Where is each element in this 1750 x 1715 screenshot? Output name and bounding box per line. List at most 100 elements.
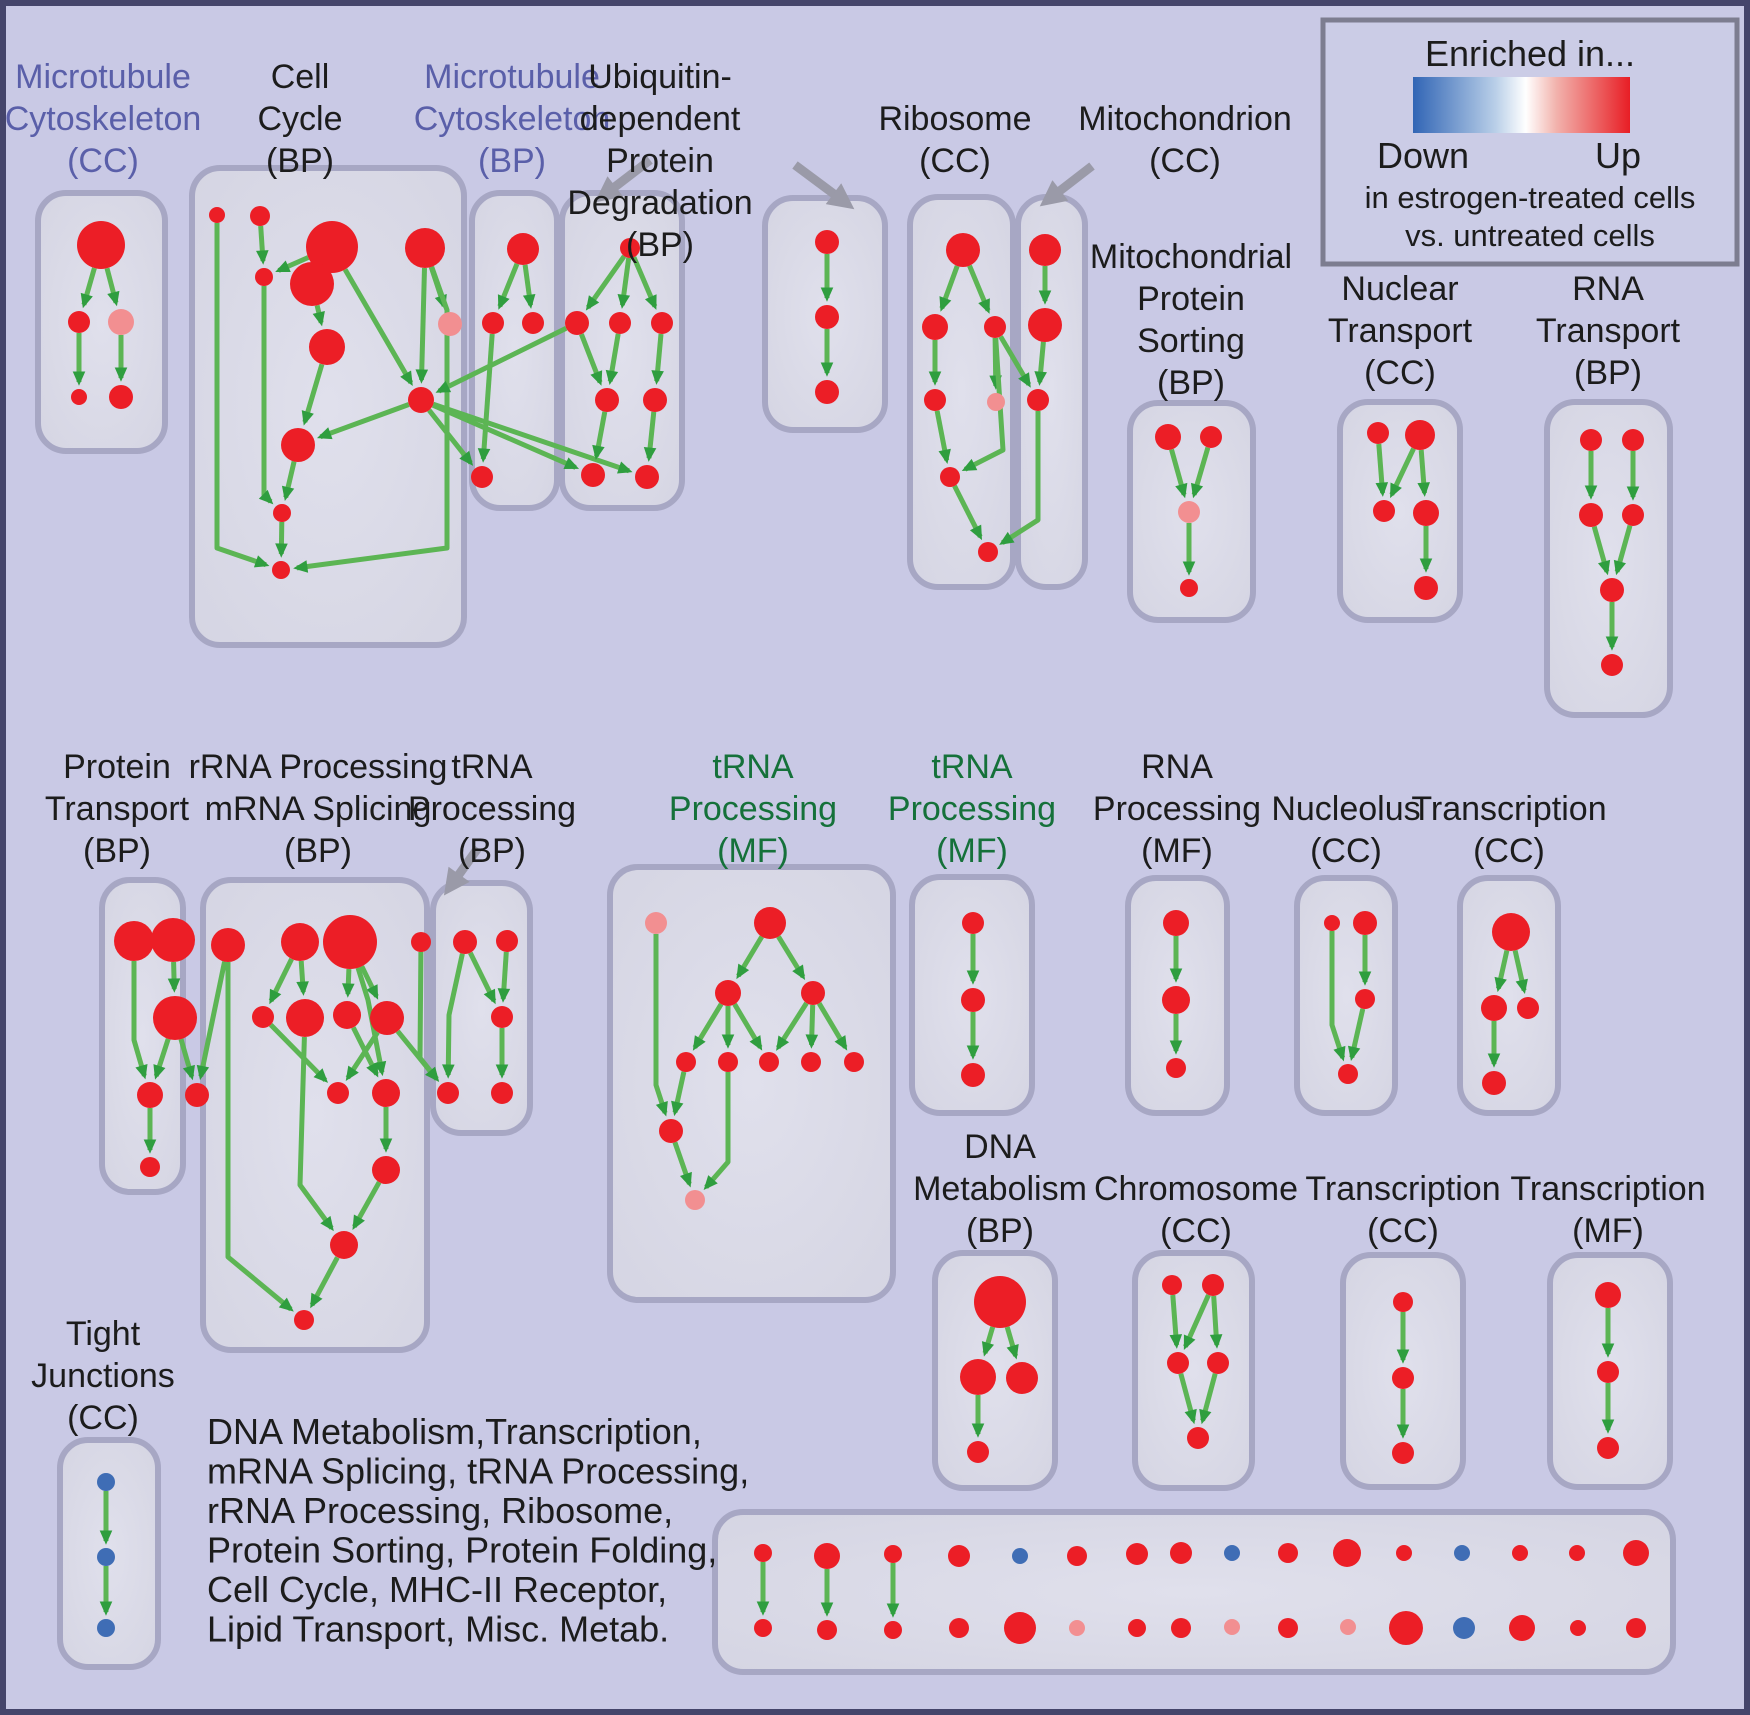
node-e1 (815, 230, 839, 254)
node-k2 (151, 918, 195, 962)
edge-b3-b5 (275, 255, 310, 273)
edge-d3-d5 (651, 333, 664, 385)
edge-d2-d4 (605, 333, 621, 385)
edge-b6-b7 (312, 304, 325, 327)
node-bb9 (1224, 1619, 1240, 1635)
node-l5 (252, 1006, 274, 1028)
annotation-line: mRNA Splicing, tRNA Processing, (207, 1451, 749, 1492)
node-bt12 (1396, 1545, 1412, 1561)
group-label-line: Junctions (31, 1357, 175, 1395)
node-b1 (209, 207, 225, 223)
group-label: Microtubule Cytoskeleton (CC) (5, 58, 202, 180)
node-h2 (1200, 426, 1222, 448)
node-m1 (1029, 234, 1061, 266)
legend-subtitle-2: vs. untreated cells (1405, 218, 1655, 253)
node-b2 (250, 206, 270, 226)
group-label-line: Processing (408, 790, 576, 828)
node-x2 (1392, 1367, 1414, 1389)
node-w2 (1202, 1274, 1224, 1296)
node-d7 (635, 465, 659, 489)
edge-b2-b5 (256, 225, 269, 265)
group-label-line: Microtubule (15, 58, 191, 96)
node-bt16 (1623, 1540, 1649, 1566)
group-label-line: (CC) (919, 142, 991, 180)
edge-w2-w4 (1209, 1295, 1223, 1349)
group-label-line: (MF) (717, 832, 789, 870)
node-s_b (1353, 911, 1377, 935)
group-label-line: (BP) (1157, 364, 1225, 402)
node-l12 (330, 1231, 358, 1259)
node-d3 (651, 312, 673, 334)
edge-p_ml-p_s1 (692, 1002, 724, 1051)
node-e3 (815, 380, 839, 404)
edge-p_big-p_ml (736, 935, 764, 980)
label-pointer-arrow-4 (443, 845, 482, 896)
edge-l3-l8 (359, 965, 379, 1000)
edge-l6-l12 (297, 1036, 334, 1232)
node-f1 (946, 233, 980, 267)
edge-k3-k5 (178, 1038, 195, 1081)
annotation-line: Cell Cycle, MHC-II Receptor, (207, 1569, 667, 1610)
group-label-line: (BP) (284, 832, 352, 870)
node-r2 (1162, 986, 1190, 1014)
edge-dt-d3 (631, 256, 658, 310)
edge-l1-l13 (225, 962, 294, 1312)
group-label-line: (BP) (626, 226, 694, 264)
group-label: Nucleolus (CC) (1271, 790, 1420, 870)
node-v2 (960, 1359, 996, 1395)
group-label: Nuclear Transport (CC) (1328, 270, 1473, 392)
node-bb7 (1128, 1619, 1146, 1637)
node-r1 (1163, 910, 1189, 936)
node-l10 (372, 1079, 400, 1107)
node-l7 (333, 1001, 361, 1029)
group-label-line: (BP) (966, 1212, 1034, 1250)
node-v1 (974, 1276, 1026, 1328)
edge-l5-l9 (268, 1023, 329, 1083)
edge-l3-l7 (342, 968, 355, 998)
node-p_mr (801, 981, 825, 1005)
group-label-line: (CC) (1367, 1212, 1439, 1250)
node-j4 (1622, 504, 1644, 526)
group-label-line: Nucleolus (1271, 790, 1420, 828)
group-label: Tight Junctions (CC) (31, 1315, 175, 1437)
group-label-line: RNA (1141, 748, 1213, 786)
node-f4 (924, 389, 946, 411)
node-p_ml (715, 980, 741, 1006)
node-l8 (370, 1001, 404, 1035)
node-p_s5 (844, 1052, 864, 1072)
edge-b9-d6 (431, 402, 580, 470)
node-bb16 (1626, 1618, 1646, 1638)
node-t_bl (437, 1082, 459, 1104)
edge-p_s2-p_bot (703, 1072, 731, 1191)
node-p_s1 (676, 1052, 696, 1072)
label-pointer-arrow-2 (792, 161, 855, 210)
node-p_pink (645, 912, 667, 934)
group-label-line: dependent (580, 100, 741, 138)
node-u4 (1482, 1071, 1506, 1095)
group-box-trna-mf-1 (607, 864, 896, 1303)
node-bt10 (1278, 1543, 1298, 1563)
group-label: Ubiquitin-dependent Protein Degradation (BP… (567, 58, 752, 264)
edge-a1-a3 (104, 267, 120, 307)
edge-i2-i3 (1389, 447, 1416, 499)
group-label-line: (BP) (83, 832, 151, 870)
edge-l12-l13 (309, 1256, 340, 1309)
node-bt9 (1224, 1545, 1240, 1561)
node-l4 (411, 932, 431, 952)
node-b8 (438, 312, 462, 336)
node-m3 (1027, 389, 1049, 411)
group-label-line: (CC) (67, 142, 139, 180)
node-bb8 (1171, 1618, 1191, 1638)
group-label-line: (MF) (1141, 832, 1213, 870)
edge-l11-l12 (352, 1180, 382, 1230)
node-w1 (1162, 1275, 1182, 1295)
group-label-line: Protein (606, 142, 714, 180)
edge-f4-f6 (934, 410, 951, 464)
edge-j3-j5 (1591, 525, 1611, 576)
edge-b10-b11 (281, 460, 297, 502)
node-i3 (1373, 500, 1395, 522)
edge-c2-c4 (477, 333, 495, 463)
group-label: tRNA Processing (BP) (408, 748, 576, 870)
edge-b5-b11 (258, 286, 274, 505)
node-h4 (1180, 579, 1198, 597)
